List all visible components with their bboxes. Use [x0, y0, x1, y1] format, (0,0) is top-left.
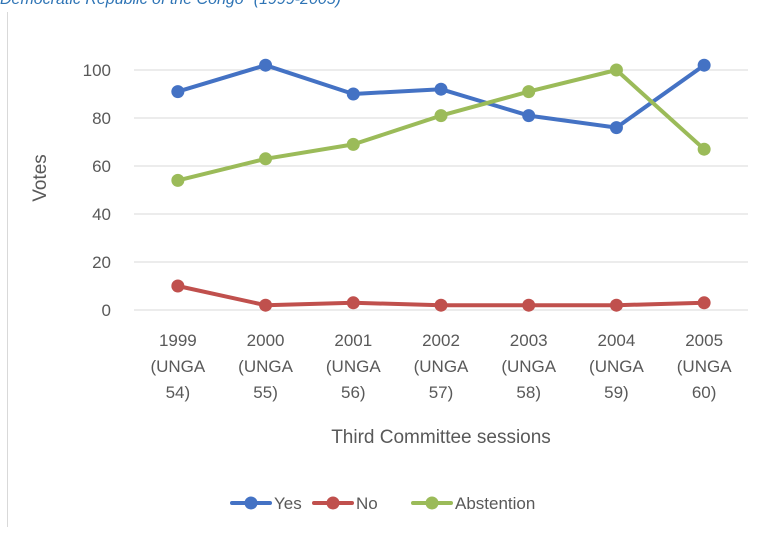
y-tick-label: 60 — [92, 157, 111, 176]
data-point-yes — [697, 58, 711, 72]
legend-label-abstention: Abstention — [455, 494, 535, 513]
series-group — [171, 58, 711, 312]
chart-border — [7, 12, 8, 527]
data-point-abstention — [609, 63, 623, 77]
x-tick-label: 2003 (UNGA 58) — [501, 331, 556, 402]
legend: Yes No Abstention — [230, 494, 535, 513]
legend-marker-abstention — [425, 496, 439, 510]
x-tick-label: 1999 (UNGA 54) — [150, 331, 205, 402]
data-point-abstention — [346, 137, 360, 151]
data-point-no — [609, 298, 623, 312]
y-tick-label: 20 — [92, 253, 111, 272]
data-point-no — [346, 296, 360, 310]
data-point-no — [522, 298, 536, 312]
data-point-yes — [609, 121, 623, 135]
data-point-yes — [434, 82, 448, 96]
y-tick-label: 0 — [102, 301, 111, 320]
legend-label-yes: Yes — [274, 494, 302, 513]
chart-title: Democratic Republic of the Congo" (1999-… — [0, 0, 341, 9]
data-point-no — [697, 296, 711, 310]
data-point-abstention — [697, 142, 711, 156]
y-tick-label: 80 — [92, 109, 111, 128]
data-point-no — [434, 298, 448, 312]
data-point-no — [259, 298, 273, 312]
y-axis-ticks: 0 20 40 60 80 100 — [83, 61, 111, 320]
data-point-yes — [259, 58, 273, 72]
data-point-abstention — [171, 173, 185, 187]
legend-marker-no — [326, 496, 340, 510]
x-axis-title: Third Committee sessions — [331, 427, 551, 448]
y-tick-label: 100 — [83, 61, 111, 80]
y-axis-title: Votes — [30, 154, 51, 202]
data-point-no — [171, 279, 185, 293]
x-tick-label: 2001 (UNGA 56) — [326, 331, 381, 402]
x-tick-label: 2004 (UNGA 59) — [589, 331, 644, 402]
data-point-yes — [346, 87, 360, 101]
x-axis-ticks: 1999 (UNGA 54) 2000 (UNGA 55) 2001 (UNGA 56) 2002… — [150, 331, 732, 402]
data-point-yes — [522, 109, 536, 123]
x-tick-label: 2000 (UNGA 55) — [238, 331, 293, 402]
data-point-yes — [171, 85, 185, 99]
y-tick-label: 40 — [92, 205, 111, 224]
data-point-abstention — [259, 152, 273, 166]
legend-label-no: No — [356, 494, 378, 513]
legend-marker-yes — [244, 496, 258, 510]
data-point-abstention — [434, 109, 448, 123]
x-tick-label: 2005 (UNGA 60) — [677, 331, 732, 402]
data-point-abstention — [522, 85, 536, 99]
x-tick-label: 2002 (UNGA 57) — [414, 331, 469, 402]
